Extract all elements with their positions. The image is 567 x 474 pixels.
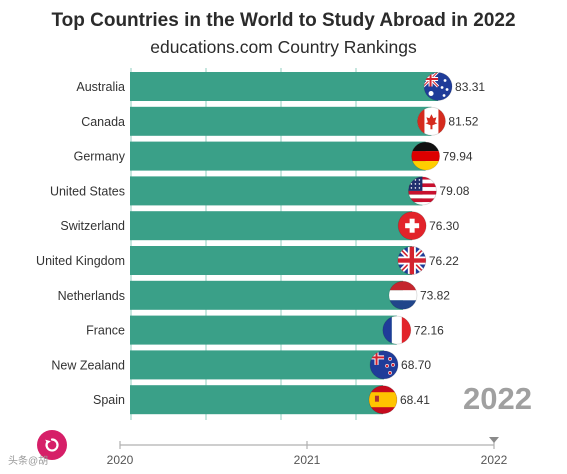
bar bbox=[130, 176, 423, 206]
usa-flag bbox=[408, 176, 437, 206]
category-label: United Kingdom bbox=[36, 254, 125, 268]
bar bbox=[130, 350, 385, 380]
value-label: 68.41 bbox=[400, 393, 430, 407]
value-label: 81.52 bbox=[448, 115, 478, 129]
category-label: New Zealand bbox=[51, 358, 125, 372]
australia-flag bbox=[423, 72, 453, 101]
flags bbox=[368, 72, 453, 415]
value-label: 76.30 bbox=[429, 219, 459, 233]
timeline-tick-label: 2022 bbox=[481, 453, 508, 467]
value-label: 73.82 bbox=[420, 289, 450, 303]
watermark: 头条@胡 bbox=[8, 456, 49, 467]
category-label: Netherlands bbox=[58, 289, 125, 303]
bar bbox=[130, 211, 413, 241]
timeline-tick-label: 2020 bbox=[107, 453, 134, 467]
france-flag bbox=[382, 315, 412, 345]
category-label: France bbox=[86, 324, 125, 338]
bar bbox=[130, 72, 439, 101]
replay-icon bbox=[45, 438, 59, 452]
bar bbox=[130, 106, 432, 136]
category-label: Switzerland bbox=[60, 219, 125, 233]
value-label: 76.22 bbox=[429, 254, 459, 268]
bar bbox=[130, 141, 426, 171]
category-label: Canada bbox=[81, 115, 125, 129]
value-label: 72.16 bbox=[414, 323, 444, 337]
bar bbox=[130, 315, 397, 345]
timeline-tick-label: 2021 bbox=[294, 453, 321, 467]
germany-flag bbox=[411, 141, 440, 171]
value-label: 68.70 bbox=[401, 358, 431, 372]
bars bbox=[130, 72, 439, 415]
bar bbox=[130, 385, 383, 415]
category-labels: Australia Canada Germany United States Switz… bbox=[36, 80, 126, 407]
current-year-label: 2022 bbox=[463, 381, 532, 416]
timeline-axis[interactable]: 2020 2021 2022 bbox=[107, 437, 508, 467]
value-label: 83.31 bbox=[455, 80, 485, 94]
netherlands-flag bbox=[388, 280, 418, 310]
spain-flag bbox=[368, 385, 398, 415]
new-zealand-flag bbox=[369, 350, 399, 380]
value-label: 79.08 bbox=[439, 184, 469, 198]
chart-subtitle: educations.com Country Rankings bbox=[150, 37, 417, 57]
category-label: Germany bbox=[74, 150, 126, 164]
category-label: Australia bbox=[76, 80, 125, 94]
value-labels: 83.31 81.52 79.94 79.08 76.30 76.22 73.82 72.16… bbox=[400, 80, 485, 407]
uk-flag bbox=[397, 246, 427, 275]
switzerland-flag bbox=[397, 211, 427, 241]
value-label: 79.94 bbox=[443, 149, 473, 163]
chart-title: Top Countries in the World to Study Abro… bbox=[51, 10, 516, 31]
timeline-marker[interactable] bbox=[489, 437, 499, 443]
category-label: United States bbox=[50, 184, 125, 198]
replay-button[interactable] bbox=[37, 430, 67, 460]
bar bbox=[130, 246, 412, 275]
canada-flag bbox=[417, 106, 446, 136]
bar bbox=[130, 280, 403, 310]
category-label: Spain bbox=[93, 393, 125, 407]
